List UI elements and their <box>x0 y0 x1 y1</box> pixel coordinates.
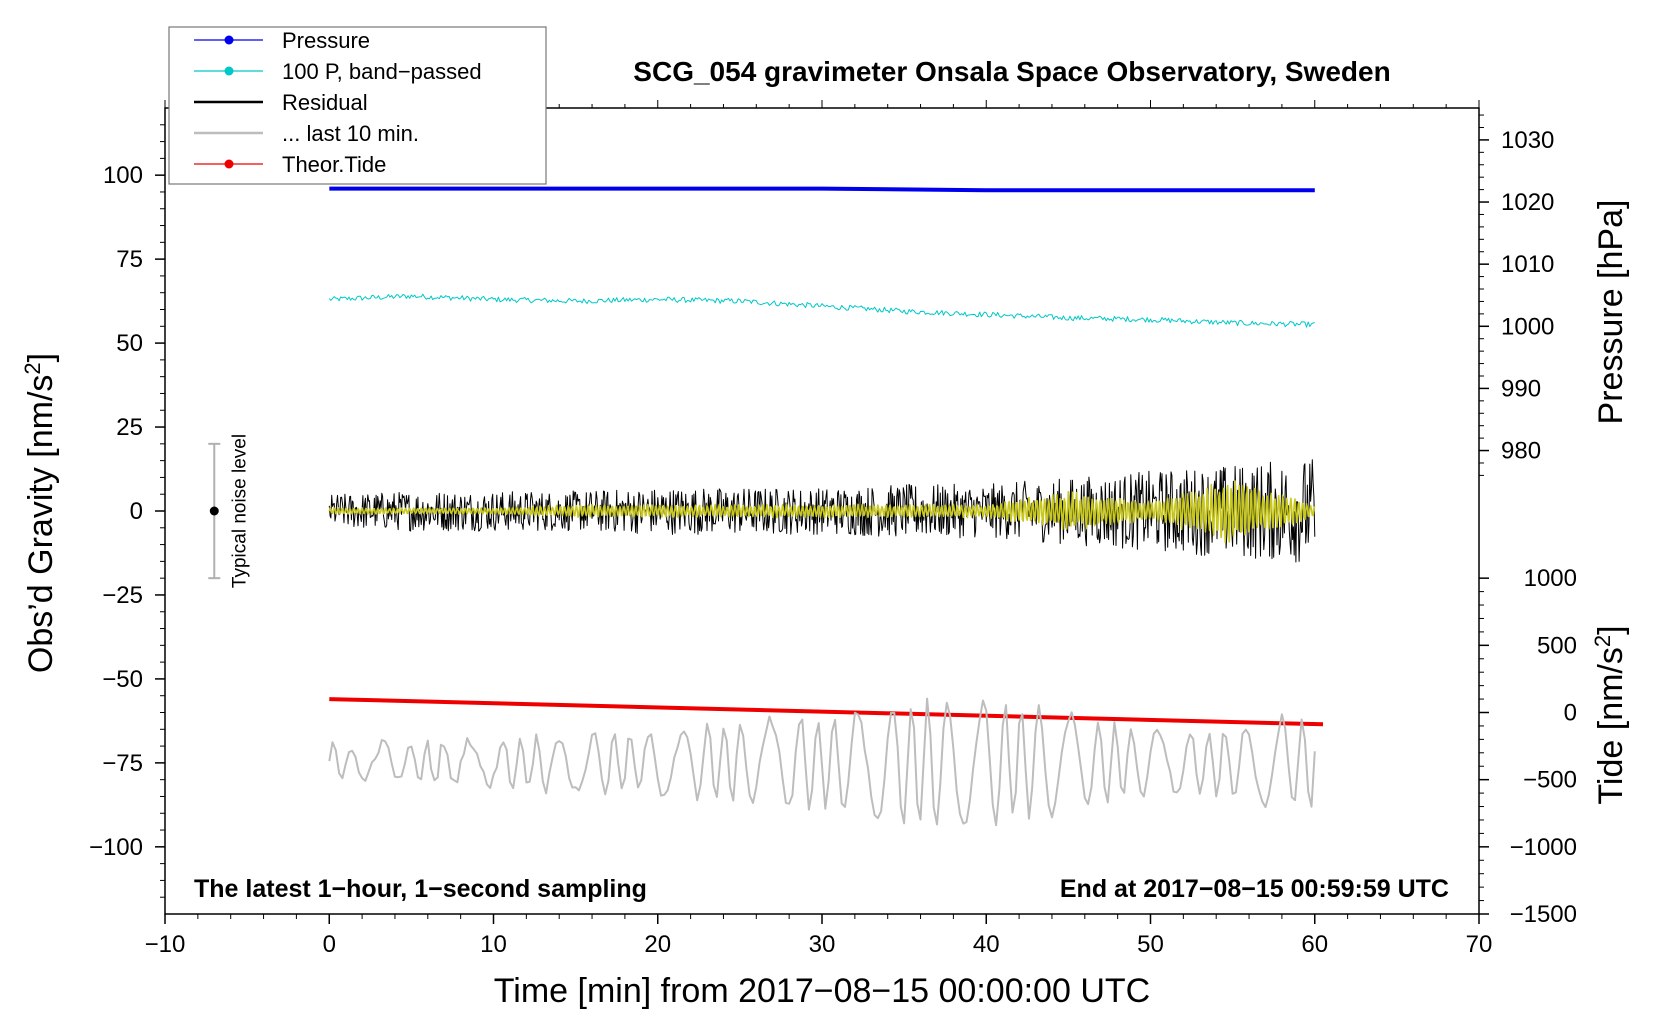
legend-label: ... last 10 min. <box>282 121 419 146</box>
pressure-tick-label: 1030 <box>1501 127 1554 154</box>
x-tick-label: 20 <box>644 931 671 958</box>
last-10-min-series <box>328 697 1316 827</box>
pressure-tick-label: 1010 <box>1501 251 1554 278</box>
tide-tick-label: −1500 <box>1510 901 1577 928</box>
tide-tick-label: −1000 <box>1510 834 1577 861</box>
annotation-right: End at 2017−08−15 00:59:59 UTC <box>1060 875 1449 903</box>
legend-label: 100 P, band−passed <box>282 59 482 84</box>
residual-smoothed-series <box>328 480 1316 543</box>
pressure-series <box>329 186 1315 193</box>
noise-bar-label: Typical noise level <box>229 434 250 588</box>
y-tick-label: −50 <box>102 666 143 693</box>
legend-marker <box>224 159 234 169</box>
x-tick-label: 40 <box>973 931 1000 958</box>
y-tick-label: 25 <box>116 414 143 441</box>
x-tick-label: 50 <box>1137 931 1164 958</box>
series-layer <box>328 186 1324 827</box>
pressure-tick-label: 990 <box>1501 375 1541 402</box>
x-tick-label: 60 <box>1301 931 1328 958</box>
theoretical-tide-series <box>329 697 1324 727</box>
x-tick-label: 0 <box>323 931 336 958</box>
x-tick-label: 10 <box>480 931 507 958</box>
y-tick-label: 0 <box>130 498 143 525</box>
x-tick-label: 30 <box>809 931 836 958</box>
tide-tick-label: 1000 <box>1524 565 1577 592</box>
legend-marker <box>224 35 234 45</box>
y-tick-label: −75 <box>102 750 143 777</box>
pressure-axis-title: Pressure [hPa] <box>1592 200 1630 425</box>
y-tick-label: −100 <box>89 834 143 861</box>
axis-ticks: −10 0 10 20 30 40 50 60 701007550250−25−50−75−10… <box>89 100 1577 958</box>
annotation-left: The latest 1−hour, 1−second sampling <box>194 875 647 903</box>
x-tick-label: −10 <box>145 931 186 958</box>
y-tick-label: 50 <box>116 330 143 357</box>
legend-marker <box>224 66 234 76</box>
legend-box <box>168 26 547 185</box>
pressure-tick-label: 1020 <box>1501 189 1554 216</box>
y-axis-title: Obs’d Gravity [nm/s2] <box>20 353 61 673</box>
chart-title: SCG_054 gravimeter Onsala Space Observat… <box>633 56 1390 87</box>
x-axis-title: Time [min] from 2017−08−15 00:00:00 UTC <box>494 972 1150 1010</box>
pressure-tick-label: 1000 <box>1501 313 1554 340</box>
x-tick-label: 70 <box>1466 931 1493 958</box>
y-tick-label: −25 <box>102 582 143 609</box>
tide-tick-label: 500 <box>1537 632 1577 659</box>
y-tick-label: 100 <box>103 162 143 189</box>
y-tick-label: 75 <box>116 246 143 273</box>
legend: Pressure 100 P, band−passed Residual ... la… <box>168 26 547 185</box>
tide-tick-label: 0 <box>1564 700 1577 727</box>
legend-label: Pressure <box>282 28 370 53</box>
bandpassed-pressure-series <box>328 293 1315 328</box>
noise-bar-dot <box>209 506 219 516</box>
noise-bar: Typical noise level <box>208 434 250 588</box>
pressure-tick-label: 980 <box>1501 438 1541 465</box>
legend-label: Residual <box>282 90 368 115</box>
legend-label: Theor.Tide <box>282 152 386 177</box>
tide-tick-label: −500 <box>1523 767 1577 794</box>
tide-axis-title: Tide [nm/s2] <box>1590 625 1631 804</box>
